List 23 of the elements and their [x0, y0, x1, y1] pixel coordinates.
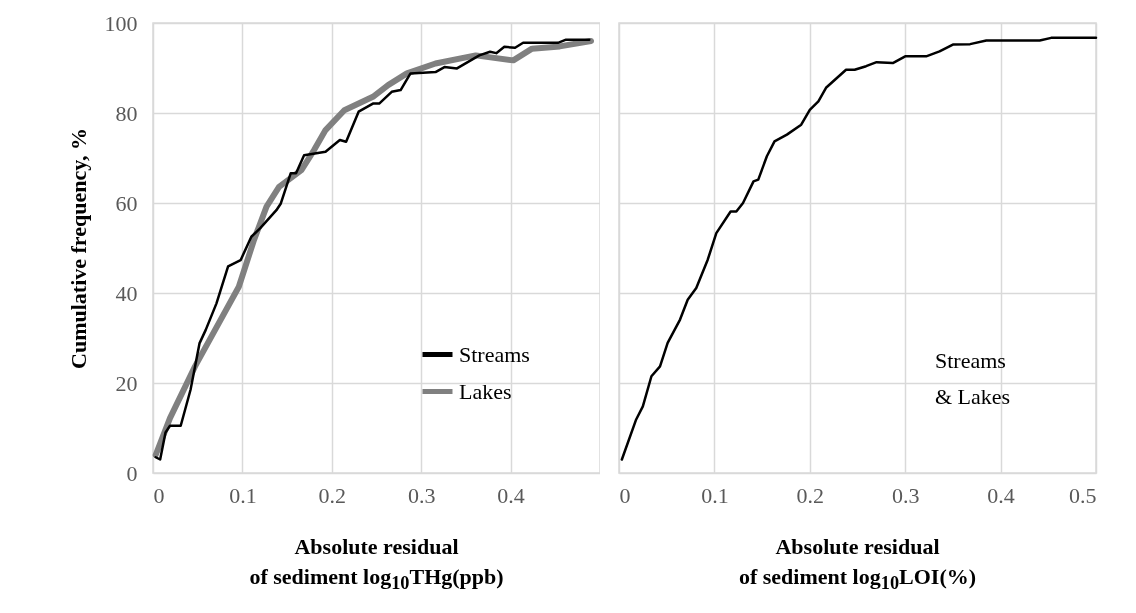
y-tick-label: 80	[115, 100, 138, 126]
y-tick-label: 0	[126, 460, 138, 486]
x-axis-title: Absolute residual of sediment log$_{10}$THg(ppb)	[248, 533, 505, 596]
x-tick-label: 0.4	[987, 482, 1015, 508]
x-tick-label: 0	[153, 482, 165, 508]
legend-label: Streams	[459, 341, 530, 367]
x-tick-label: 0.1	[701, 482, 729, 508]
x-tick-label: 0.2	[796, 482, 825, 508]
x-tick-label: 0.3	[891, 482, 920, 508]
x-tick-label: 0.1	[229, 482, 257, 508]
x-axis-title: Absolute residual of sediment log$_{10}$LOI(%)	[737, 533, 978, 596]
annotation: Streams & Lakes	[935, 347, 1011, 411]
y-tick-label: 40	[115, 280, 138, 306]
y-axis-title: Cumulative frequency, %	[65, 128, 91, 369]
x-tick-label: 0.4	[497, 482, 525, 508]
legend-label: Lakes	[459, 378, 512, 404]
y-tick-label: 20	[115, 370, 138, 396]
y-tick-label: 60	[115, 190, 138, 216]
x-tick-label: 0.3	[407, 482, 436, 508]
x-tick-label: 0.2	[318, 482, 347, 508]
x-tick-label: 0.5	[1069, 482, 1097, 508]
y-tick-label: 100	[104, 10, 138, 36]
x-tick-label: 0	[619, 482, 631, 508]
